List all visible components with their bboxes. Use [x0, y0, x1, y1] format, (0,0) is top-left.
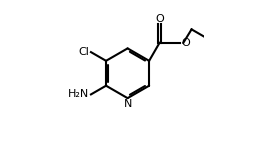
Text: Cl: Cl — [79, 47, 89, 57]
Text: N: N — [123, 99, 132, 109]
Text: O: O — [181, 38, 190, 48]
Text: O: O — [155, 14, 164, 24]
Text: H₂N: H₂N — [68, 89, 89, 99]
